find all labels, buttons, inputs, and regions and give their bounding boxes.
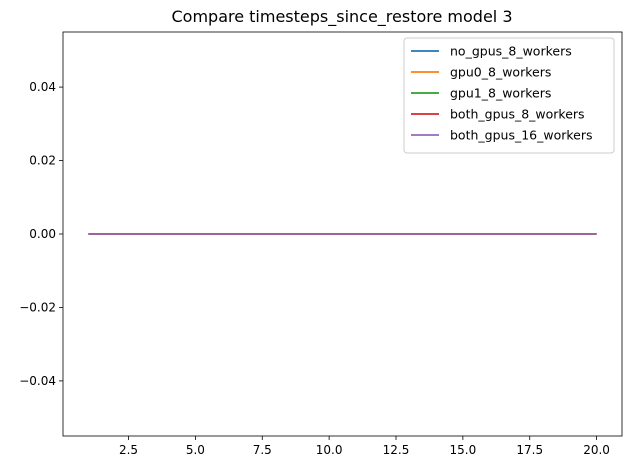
legend-label-gpu0_8_workers: gpu0_8_workers — [450, 65, 551, 80]
y-tick-label: 0.00 — [29, 227, 56, 241]
legend: no_gpus_8_workers gpu0_8_workers gpu1_8_wo… — [403, 37, 615, 154]
chart-title: Compare timesteps_since_restore model 3 — [171, 7, 512, 27]
x-tick-label: 17.5 — [516, 443, 543, 457]
x-tick-label: 10.0 — [316, 443, 343, 457]
y-tick-label: −0.04 — [19, 374, 56, 388]
x-tick-label: 7.5 — [253, 443, 272, 457]
y-tick-label: 0.02 — [29, 154, 56, 168]
x-tick-label: 12.5 — [383, 443, 410, 457]
y-tick-label: −0.02 — [19, 300, 56, 314]
legend-label-gpu1_8_workers: gpu1_8_workers — [450, 86, 551, 101]
axes: 2.5 5.0 7.5 10.0 12.5 15.0 17.5 20.0 −0.04 −0.02 0… — [19, 31, 623, 457]
x-tick-label: 15.0 — [449, 443, 476, 457]
legend-box — [403, 37, 615, 154]
x-tick-label: 5.0 — [186, 443, 205, 457]
legend-label-no_gpus_8_workers: no_gpus_8_workers — [450, 44, 572, 59]
legend-label-both_gpus_8_workers: both_gpus_8_workers — [450, 107, 585, 122]
x-tick-label: 2.5 — [119, 443, 138, 457]
legend-label-both_gpus_16_workers: both_gpus_16_workers — [450, 128, 593, 143]
x-tick-label: 20.0 — [583, 443, 610, 457]
y-tick-label: 0.04 — [29, 80, 56, 94]
